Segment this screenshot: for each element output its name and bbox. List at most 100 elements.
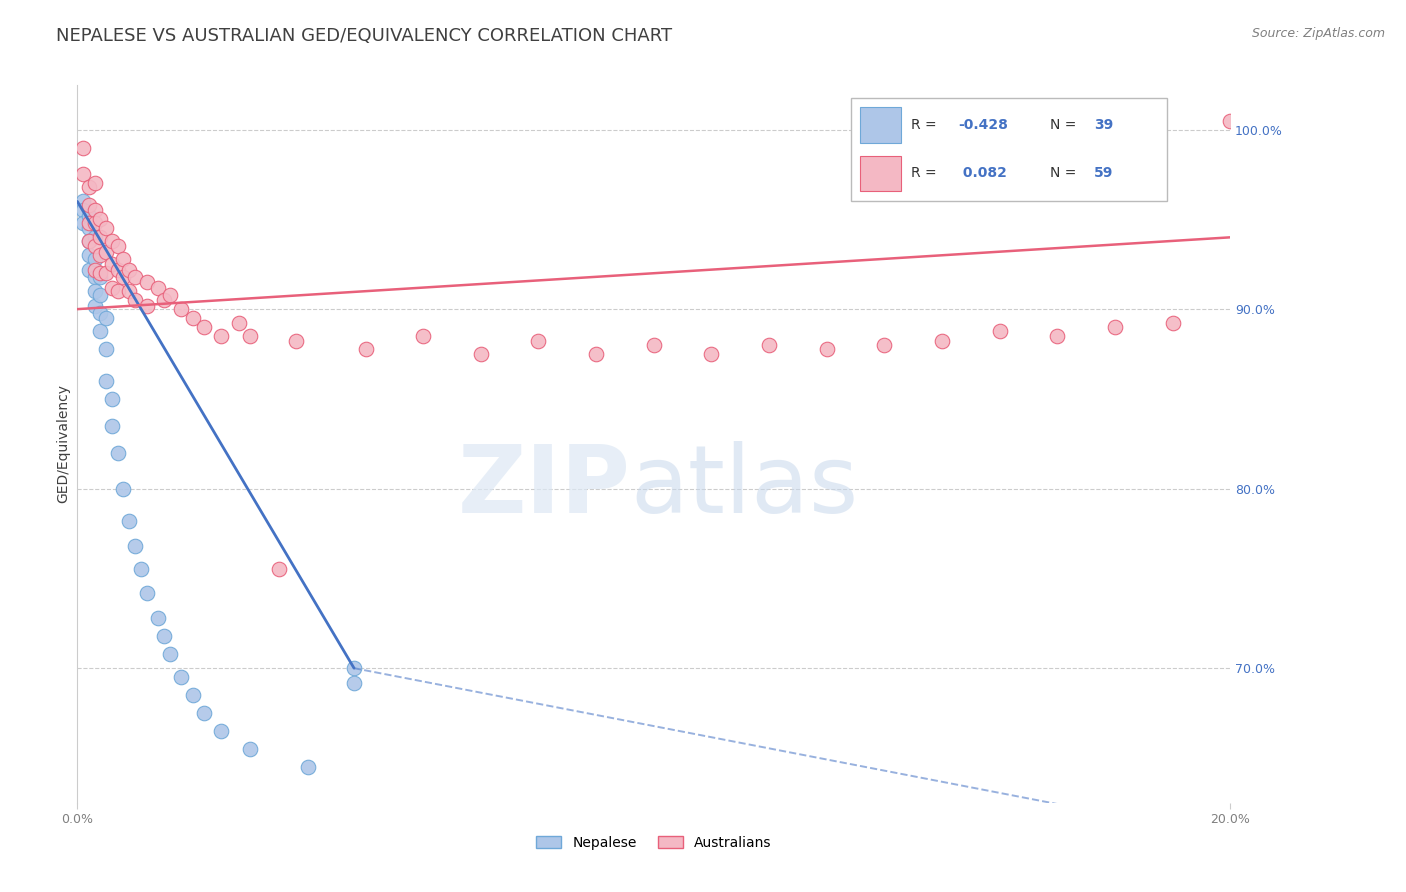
Point (1104, 320, 1126, 334)
Point (193, 706, 215, 720)
Point (170, 670, 193, 684)
Point (89, 269, 111, 284)
Point (135, 275, 157, 289)
Point (83, 239, 105, 253)
Point (89, 248, 111, 262)
Text: 59: 59 (1094, 166, 1114, 180)
Point (77, 180, 100, 194)
Point (135, 586, 157, 600)
Point (112, 482, 135, 496)
Point (181, 311, 204, 326)
Point (96, 311, 118, 326)
Point (211, 329, 233, 343)
Point (77, 234, 100, 248)
Point (343, 661, 366, 675)
Text: atlas: atlas (631, 441, 859, 533)
Point (77, 216, 100, 230)
Text: ZIP: ZIP (458, 441, 631, 533)
Point (124, 269, 146, 284)
Point (112, 252, 135, 266)
Point (72, 168, 94, 182)
Point (72, 203, 94, 218)
Point (643, 338, 665, 352)
Point (77, 262, 100, 277)
Text: N =: N = (1050, 118, 1081, 132)
Text: N =: N = (1050, 166, 1081, 180)
Point (107, 239, 129, 253)
Text: 0.082: 0.082 (959, 166, 1007, 180)
Point (101, 257, 124, 271)
Point (412, 329, 434, 343)
Point (89, 324, 111, 338)
Point (146, 611, 169, 625)
Point (101, 418, 124, 433)
Bar (860, 155, 901, 192)
Point (873, 338, 896, 352)
Point (118, 262, 141, 277)
Point (83, 177, 105, 191)
FancyBboxPatch shape (851, 98, 1167, 201)
Point (159, 287, 181, 301)
Point (107, 284, 129, 298)
Point (1219, 113, 1241, 128)
Point (931, 334, 953, 349)
Point (72, 216, 94, 230)
Point (83, 269, 105, 284)
Text: -0.428: -0.428 (959, 118, 1008, 132)
Point (83, 284, 105, 298)
Point (988, 324, 1011, 338)
Point (77, 209, 100, 223)
Point (83, 216, 105, 230)
Point (77, 221, 100, 235)
Point (1046, 329, 1069, 343)
Point (89, 306, 111, 320)
Point (118, 284, 141, 298)
Point (83, 262, 105, 277)
Point (297, 760, 319, 774)
Point (89, 212, 111, 227)
Point (83, 252, 105, 266)
Point (124, 293, 146, 307)
Point (124, 539, 146, 553)
Point (153, 629, 174, 643)
Point (89, 266, 111, 280)
Point (239, 329, 262, 343)
Text: Source: ZipAtlas.com: Source: ZipAtlas.com (1251, 27, 1385, 40)
Point (96, 266, 118, 280)
Point (181, 688, 204, 702)
Point (153, 293, 174, 307)
Point (159, 647, 181, 661)
Point (354, 342, 377, 356)
Point (101, 280, 124, 294)
Point (72, 194, 94, 209)
Point (146, 280, 169, 294)
Point (83, 230, 105, 244)
Point (267, 562, 291, 576)
Point (1161, 317, 1184, 331)
Point (77, 234, 100, 248)
Point (815, 342, 838, 356)
Point (101, 234, 124, 248)
Point (700, 347, 723, 361)
Point (228, 317, 250, 331)
Point (112, 269, 135, 284)
Point (239, 742, 262, 756)
Text: R =: R = (911, 118, 941, 132)
Point (96, 374, 118, 388)
Point (107, 446, 129, 460)
Point (96, 244, 118, 259)
Point (118, 514, 141, 528)
Point (107, 262, 129, 277)
Point (285, 334, 308, 349)
Text: NEPALESE VS AUSTRALIAN GED/EQUIVALENCY CORRELATION CHART: NEPALESE VS AUSTRALIAN GED/EQUIVALENCY C… (56, 27, 672, 45)
Point (211, 723, 233, 738)
Y-axis label: GED/Equivalency: GED/Equivalency (56, 384, 70, 503)
Point (470, 347, 492, 361)
Point (135, 299, 157, 313)
Point (77, 248, 100, 262)
Point (77, 198, 100, 212)
Point (129, 562, 152, 576)
Point (527, 334, 550, 349)
Point (89, 287, 111, 301)
Point (96, 221, 118, 235)
